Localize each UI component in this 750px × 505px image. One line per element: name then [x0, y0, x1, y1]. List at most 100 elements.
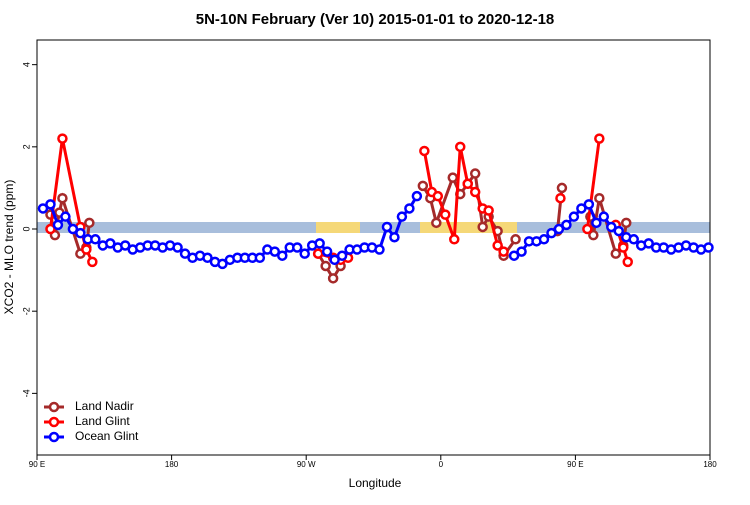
- data-point: [419, 145, 430, 157]
- data-point: [556, 182, 568, 194]
- data-point: [37, 203, 49, 214]
- x-tick-label: 180: [165, 460, 179, 469]
- data-point: [81, 244, 92, 255]
- y-tick-label: 4: [21, 62, 31, 67]
- data-point: [172, 242, 183, 253]
- data-point: [67, 223, 79, 235]
- data-point: [613, 225, 625, 237]
- data-point: [431, 217, 442, 229]
- data-point: [105, 238, 116, 249]
- data-point: [119, 240, 131, 251]
- data-point: [396, 211, 408, 222]
- data-point: [553, 223, 565, 235]
- legend-marker: [48, 401, 60, 413]
- data-point: [60, 211, 71, 222]
- data-point: [582, 223, 593, 235]
- x-tick-label: 90 E: [567, 460, 583, 469]
- data-point: [510, 234, 521, 245]
- series-line: [585, 138, 601, 230]
- data-point: [327, 273, 339, 284]
- data-point: [643, 238, 654, 249]
- data-point: [583, 199, 595, 210]
- data-point: [561, 219, 572, 231]
- data-point: [594, 192, 605, 204]
- data-point: [52, 219, 64, 231]
- x-tick-label: 0: [439, 460, 444, 469]
- data-point: [622, 256, 633, 268]
- land-band: [420, 222, 517, 233]
- data-point: [620, 217, 632, 229]
- legend-marker: [48, 416, 60, 428]
- data-point: [598, 211, 610, 222]
- x-tick-label: 180: [703, 460, 717, 469]
- data-point: [321, 246, 333, 257]
- data-point: [312, 248, 324, 259]
- data-point: [555, 192, 566, 204]
- legend-marker: [48, 431, 60, 443]
- data-point: [576, 203, 587, 214]
- y-tick-label: 2: [21, 144, 31, 149]
- data-point: [291, 242, 303, 253]
- data-point: [417, 180, 429, 192]
- data-point: [84, 217, 95, 229]
- data-point: [498, 246, 509, 257]
- data-point: [45, 199, 56, 210]
- data-point: [314, 238, 325, 249]
- y-tick-label: 0: [21, 227, 31, 232]
- data-point: [45, 223, 56, 235]
- chart-title: 5N-10N February (Ver 10) 2015-01-01 to 2…: [196, 11, 555, 28]
- data-point: [538, 234, 550, 245]
- data-point: [329, 254, 340, 266]
- data-point: [591, 217, 602, 229]
- data-point: [320, 260, 331, 272]
- x-tick-label: 90 W: [297, 460, 316, 469]
- data-point: [57, 192, 68, 204]
- legend-label: Land Glint: [75, 414, 130, 428]
- data-point: [610, 248, 622, 259]
- data-point: [477, 221, 488, 233]
- data-point: [440, 209, 451, 220]
- data-point: [469, 168, 481, 179]
- y-axis-label: XCO2 - MLO trend (ppm): [2, 180, 16, 315]
- data-point: [381, 221, 393, 233]
- data-point: [254, 252, 266, 264]
- data-point: [389, 231, 400, 243]
- data-point: [87, 256, 98, 268]
- y-tick-label: -2: [21, 307, 31, 315]
- data-point: [404, 203, 415, 214]
- data-point: [462, 178, 473, 190]
- data-point: [508, 250, 520, 261]
- x-tick-label: 90 E: [29, 460, 45, 469]
- data-point: [432, 190, 444, 202]
- data-point: [568, 211, 580, 222]
- data-point: [606, 221, 617, 233]
- data-point: [516, 246, 527, 257]
- data-point: [277, 250, 288, 261]
- data-point: [411, 190, 423, 202]
- data-point: [57, 133, 68, 144]
- data-point: [492, 240, 503, 251]
- y-tick-label: -4: [21, 389, 31, 397]
- legend-label: Ocean Glint: [75, 429, 139, 443]
- data-point: [588, 229, 599, 241]
- data-point: [374, 244, 385, 255]
- data-point: [90, 234, 101, 245]
- legend-label: Land Nadir: [75, 399, 134, 413]
- data-point: [299, 248, 310, 259]
- data-point: [618, 242, 629, 253]
- data-point: [447, 172, 459, 183]
- data-point: [202, 252, 213, 264]
- data-point: [336, 250, 348, 261]
- data-point: [269, 246, 281, 257]
- land-band: [316, 222, 360, 233]
- data-point: [75, 227, 86, 239]
- data-point: [703, 242, 714, 253]
- data-point: [454, 141, 466, 153]
- x-axis-label: Longitude: [349, 476, 402, 490]
- data-point: [217, 258, 228, 270]
- data-point: [179, 248, 191, 259]
- data-point: [594, 133, 605, 144]
- ocean-band: [37, 222, 710, 233]
- data-point: [483, 205, 494, 216]
